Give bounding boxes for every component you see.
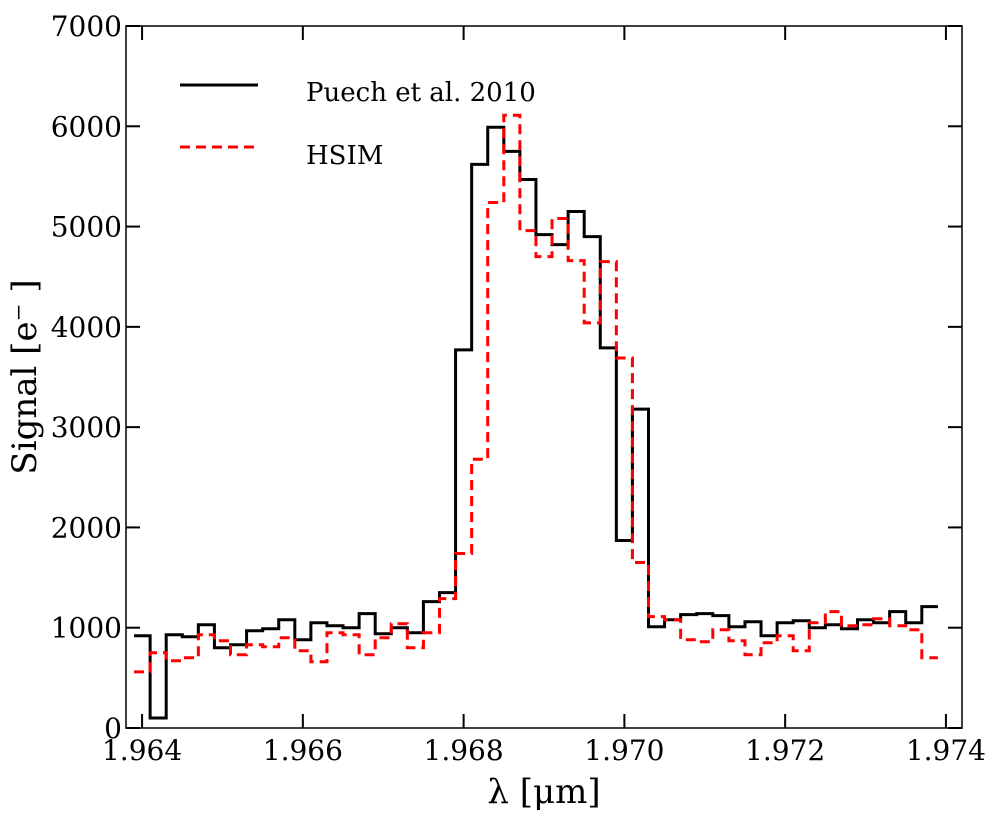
y-tick-label: 2000 (51, 511, 122, 544)
y-axis-title: Signal [e⁻ ] (5, 279, 45, 474)
x-tick-label: 1.972 (745, 734, 825, 767)
y-tick-label: 5000 (51, 211, 122, 244)
series-line-hsim (134, 113, 938, 674)
legend: Puech et al. 2010 HSIM (180, 78, 536, 171)
series-line-puech (134, 125, 938, 720)
legend-label-puech: Puech et al. 2010 (306, 78, 536, 108)
x-tick-label: 1.970 (584, 734, 664, 767)
legend-label-hsim: HSIM (306, 141, 383, 171)
x-tick-label: 1.968 (424, 734, 504, 767)
plot-background (126, 26, 962, 728)
plot-frame (125, 25, 963, 729)
y-tick-label: 1000 (51, 612, 122, 645)
y-tick-label: 3000 (51, 411, 122, 444)
x-tick-label: 1.974 (906, 734, 986, 767)
y-tick-label: 6000 (51, 110, 122, 143)
x-axis-title: λ [μm] (487, 772, 600, 812)
ticks-layer (126, 25, 962, 729)
y-tick-label: 0 (104, 712, 122, 745)
y-tick-label: 4000 (51, 311, 122, 344)
x-tick-label: 1.964 (102, 734, 182, 767)
y-tick-label: 7000 (51, 10, 122, 43)
x-tick-label: 1.966 (263, 734, 343, 767)
series-layer (134, 113, 938, 720)
tick-labels-layer: 1.964 1.966 1.968 1.970 1.972 1.974 0 1000 2000 3… (51, 10, 986, 767)
